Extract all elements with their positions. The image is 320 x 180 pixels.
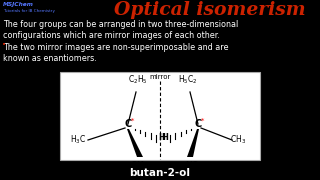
Text: $\mathregular{CH_3}$: $\mathregular{CH_3}$ bbox=[230, 134, 246, 146]
Text: butan-2-ol: butan-2-ol bbox=[130, 168, 190, 178]
Text: OH: OH bbox=[131, 161, 145, 170]
Text: H: H bbox=[161, 134, 168, 143]
Polygon shape bbox=[187, 129, 199, 157]
Text: Tutorials for IB Chemistry: Tutorials for IB Chemistry bbox=[3, 9, 55, 13]
Text: C: C bbox=[194, 119, 202, 129]
Text: *: * bbox=[201, 118, 205, 124]
Bar bbox=[60, 72, 260, 160]
Text: MSJChem: MSJChem bbox=[3, 2, 34, 7]
Text: HO: HO bbox=[185, 161, 199, 170]
Text: C: C bbox=[124, 119, 132, 129]
Text: $\mathregular{H_3C}$: $\mathregular{H_3C}$ bbox=[70, 134, 86, 146]
Text: H: H bbox=[158, 134, 165, 143]
Text: *: * bbox=[131, 118, 135, 124]
Text: The four groups can be arranged in two three-dimensional
configurations which ar: The four groups can be arranged in two t… bbox=[3, 20, 238, 63]
Text: Optical isomerism: Optical isomerism bbox=[114, 1, 306, 19]
Text: •: • bbox=[2, 42, 6, 48]
Text: $\mathregular{C_2H_5}$: $\mathregular{C_2H_5}$ bbox=[128, 73, 148, 86]
Text: mirror: mirror bbox=[149, 74, 171, 80]
Text: $\mathregular{H_5C_2}$: $\mathregular{H_5C_2}$ bbox=[178, 73, 198, 86]
Polygon shape bbox=[127, 129, 143, 157]
